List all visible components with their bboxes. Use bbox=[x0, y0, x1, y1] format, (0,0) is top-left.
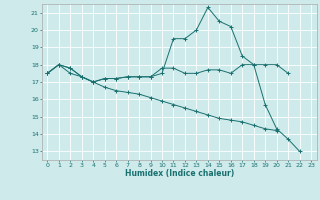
X-axis label: Humidex (Indice chaleur): Humidex (Indice chaleur) bbox=[124, 169, 234, 178]
